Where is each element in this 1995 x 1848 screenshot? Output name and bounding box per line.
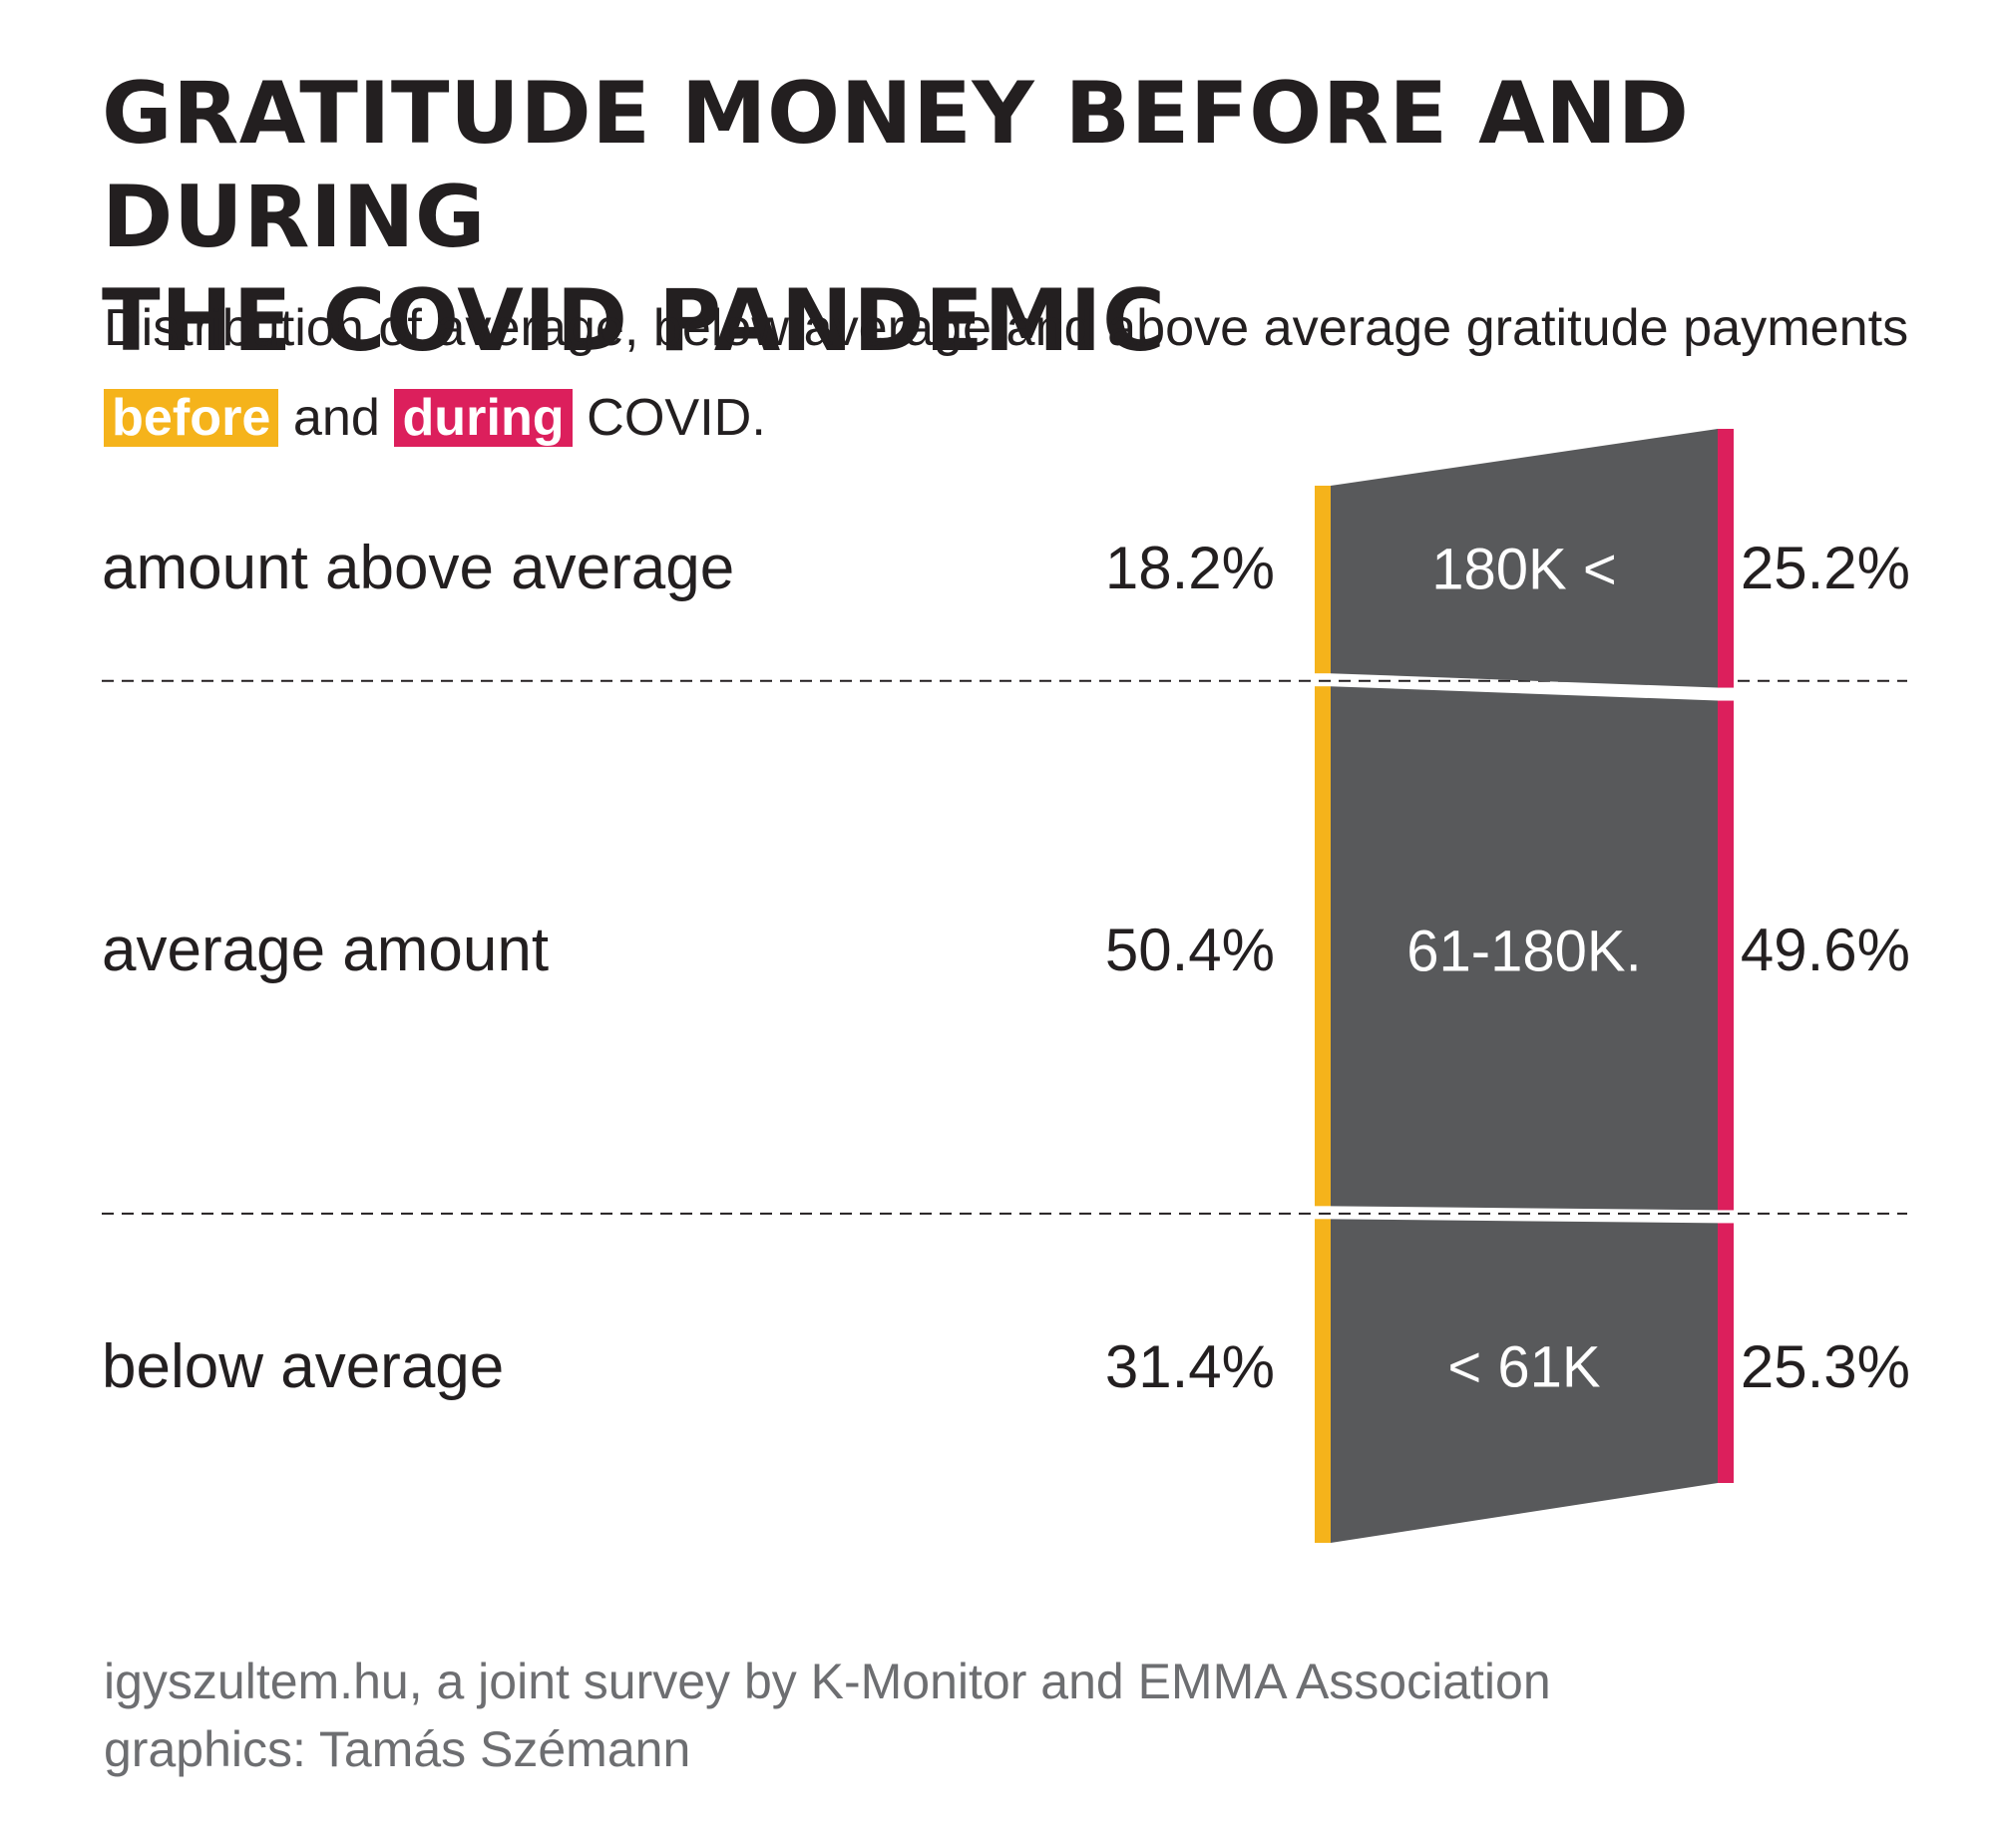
band-label-2: 61-180K. [1406,919,1641,983]
during-highlight: during [394,389,573,447]
band-3 [1331,1219,1718,1543]
during-bar-3 [1718,1223,1734,1483]
category-label-1: amount above average [102,534,735,603]
subtitle-tail: COVID. [587,389,766,447]
subtitle-and: and [292,389,380,447]
band-label-3: < 61K [1447,1335,1600,1400]
band-2 [1331,686,1718,1211]
title-line-1: GRATITUDE MONEY BEFORE AND DURING [102,64,1690,267]
before-value-1: 18.2% [1104,535,1275,602]
graphics-credit: graphics: Tamás Szémann [104,1721,691,1777]
before-bar-2 [1315,686,1331,1207]
before-value-3: 31.4% [1104,1332,1275,1400]
source-note: igyszultem.hu, a joint survey by K-Monit… [104,1654,1551,1709]
during-value-1: 25.2% [1740,535,1910,602]
band-1 [1331,429,1718,688]
band-label-1: 180K < [1431,537,1616,601]
category-label-2: average amount [102,916,550,985]
before-bar-3 [1315,1219,1331,1543]
subtitle: Distribution of average, below average a… [104,283,1979,463]
during-value-2: 49.6% [1740,917,1910,984]
before-bar-1 [1315,486,1331,674]
footer: igyszultem.hu, a joint survey by K-Monit… [104,1648,1551,1783]
before-highlight: before [104,389,279,447]
title-line-2: THE COVID PANDEMIC [102,271,1166,371]
subtitle-line-2: before and during COVID. [104,373,1979,463]
subtitle-line-1: Distribution of average, below average a… [104,299,1909,357]
during-value-3: 25.3% [1740,1332,1910,1400]
during-bar-1 [1718,429,1734,688]
category-label-3: below average [102,1331,505,1401]
during-bar-2 [1718,700,1734,1211]
before-value-2: 50.4% [1104,917,1275,984]
page-title: GRATITUDE MONEY BEFORE AND DURING THE CO… [102,62,1977,373]
